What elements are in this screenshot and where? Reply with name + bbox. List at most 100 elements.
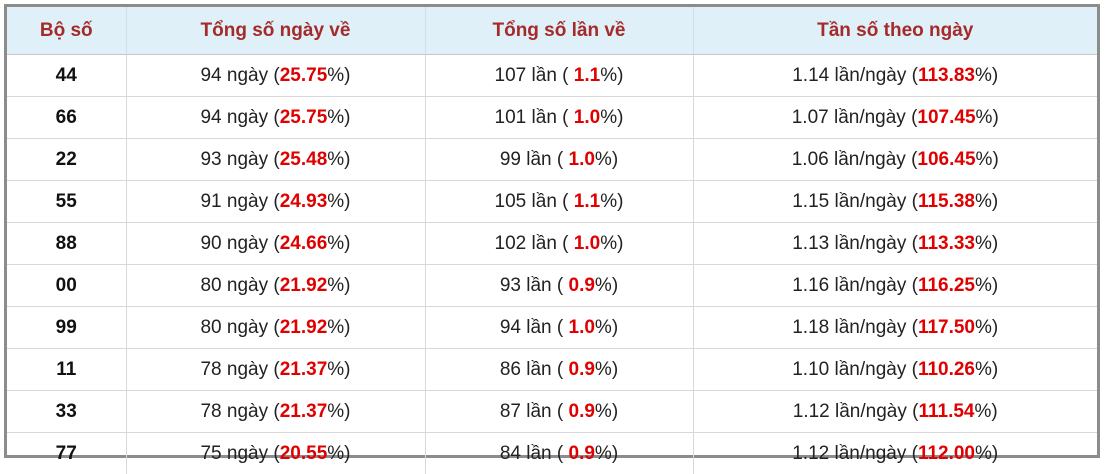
value-cell: 80 ngày (21.92%) (126, 307, 425, 349)
cell-text: 1.10 lần/ngày ( (792, 359, 918, 380)
value-cell: 1.16 lần/ngày (116.25%) (693, 265, 1097, 307)
highlight-value: 115.38 (918, 191, 975, 212)
cell-text: %) (975, 443, 998, 464)
highlight-value: 0.9 (569, 359, 595, 380)
highlight-value: 0.9 (569, 401, 595, 422)
highlight-value: 24.66 (280, 233, 328, 254)
cell-text: 1.15 lần/ngày ( (792, 191, 918, 212)
value-cell: 93 lần ( 0.9%) (425, 265, 693, 307)
value-cell: 99 lần ( 1.0%) (425, 139, 693, 181)
highlight-value: 111.54 (918, 401, 974, 422)
cell-text: %) (975, 65, 998, 86)
cell-text: 94 ngày ( (200, 65, 279, 86)
key-cell: 55 (7, 181, 126, 223)
value-cell: 94 ngày (25.75%) (126, 97, 425, 139)
cell-text: %) (327, 317, 350, 338)
highlight-value: 107.45 (917, 107, 975, 128)
key-cell: 44 (7, 55, 126, 97)
cell-text: 1.13 lần/ngày ( (792, 233, 918, 254)
value-cell: 102 lần ( 1.0%) (425, 223, 693, 265)
cell-text: %) (600, 191, 623, 212)
value-cell: 1.12 lần/ngày (111.54%) (693, 391, 1097, 433)
cell-text: 78 ngày ( (200, 401, 279, 422)
value-cell: 80 ngày (21.92%) (126, 265, 425, 307)
header-cell: Tổng số lần về (425, 7, 693, 55)
cell-text: %) (327, 359, 350, 380)
cell-text: %) (600, 233, 623, 254)
cell-text: %) (600, 65, 623, 86)
value-cell: 101 lần ( 1.0%) (425, 97, 693, 139)
cell-text: 99 lần ( (500, 149, 569, 170)
cell-text: %) (975, 233, 998, 254)
cell-text: %) (327, 191, 350, 212)
cell-text: %) (327, 401, 350, 422)
key-cell: 33 (7, 391, 126, 433)
cell-text: 1.06 lần/ngày ( (792, 149, 918, 170)
value-cell: 1.15 lần/ngày (115.38%) (693, 181, 1097, 223)
key-cell: 99 (7, 307, 126, 349)
value-cell: 75 ngày (20.55%) (126, 433, 425, 474)
highlight-value: 1.0 (569, 317, 595, 338)
highlight-value: 21.92 (280, 317, 328, 338)
header-cell: Bộ số (7, 7, 126, 55)
cell-text: 78 ngày ( (200, 359, 279, 380)
highlight-value: 1.0 (574, 107, 600, 128)
value-cell: 107 lần ( 1.1%) (425, 55, 693, 97)
cell-text: 91 ngày ( (200, 191, 279, 212)
highlight-value: 113.33 (918, 233, 975, 254)
highlight-value: 20.55 (280, 443, 328, 464)
cell-text: %) (327, 65, 350, 86)
cell-text: 94 lần ( (500, 317, 569, 338)
value-cell: 1.14 lần/ngày (113.83%) (693, 55, 1097, 97)
cell-text: 86 lần ( (500, 359, 569, 380)
cell-text: 1.18 lần/ngày ( (792, 317, 918, 338)
cell-text: 87 lần ( (500, 401, 569, 422)
value-cell: 87 lần ( 0.9%) (425, 391, 693, 433)
cell-text: %) (976, 107, 999, 128)
cell-text: %) (595, 401, 618, 422)
highlight-value: 0.9 (569, 275, 595, 296)
cell-text: %) (975, 275, 998, 296)
highlight-value: 106.45 (917, 149, 975, 170)
key-cell: 22 (7, 139, 126, 181)
highlight-value: 21.37 (280, 401, 328, 422)
highlight-value: 113.83 (918, 65, 975, 86)
value-cell: 105 lần ( 1.1%) (425, 181, 693, 223)
cell-text: %) (595, 443, 618, 464)
highlight-value: 112.00 (918, 443, 975, 464)
cell-text: %) (975, 191, 998, 212)
value-cell: 1.07 lần/ngày (107.45%) (693, 97, 1097, 139)
highlight-value: 116.25 (918, 275, 975, 296)
cell-text: 1.12 lần/ngày ( (793, 401, 919, 422)
key-cell: 66 (7, 97, 126, 139)
value-cell: 94 ngày (25.75%) (126, 55, 425, 97)
cell-text: 94 ngày ( (200, 107, 279, 128)
cell-text: %) (327, 107, 350, 128)
header-cell: Tổng số ngày về (126, 7, 425, 55)
key-cell: 88 (7, 223, 126, 265)
value-cell: 1.10 lần/ngày (110.26%) (693, 349, 1097, 391)
value-cell: 1.12 lần/ngày (112.00%) (693, 433, 1097, 474)
cell-text: 93 lần ( (500, 275, 569, 296)
cell-text: %) (327, 233, 350, 254)
cell-text: 107 lần ( (495, 65, 574, 86)
highlight-value: 21.92 (280, 275, 328, 296)
cell-text: 93 ngày ( (200, 149, 279, 170)
cell-text: 75 ngày ( (200, 443, 279, 464)
key-cell: 00 (7, 265, 126, 307)
value-cell: 86 lần ( 0.9%) (425, 349, 693, 391)
cell-text: %) (975, 317, 998, 338)
highlight-value: 1.0 (569, 149, 595, 170)
cell-text: %) (595, 359, 618, 380)
highlight-value: 1.1 (574, 191, 600, 212)
header-cell: Tần số theo ngày (693, 7, 1097, 55)
cell-text: %) (327, 443, 350, 464)
